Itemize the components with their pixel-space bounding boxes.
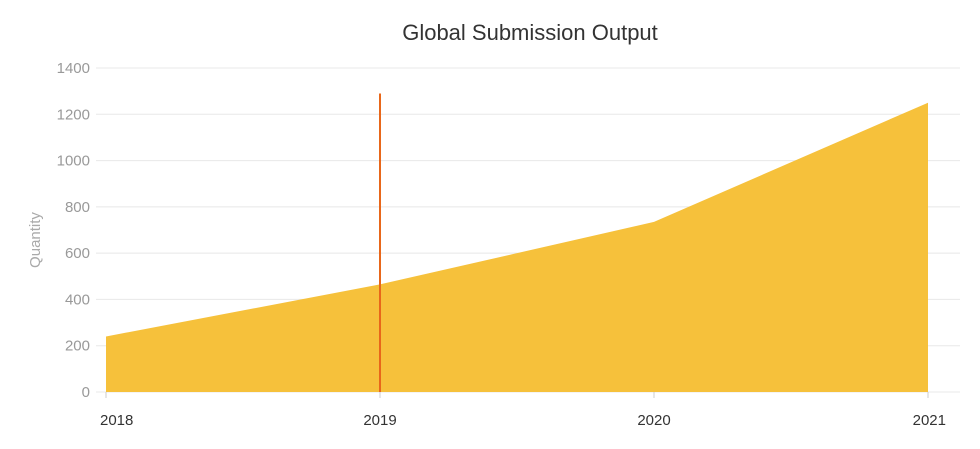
x-tick-label: 2019 <box>363 412 396 429</box>
x-tick-label: 2021 <box>913 412 946 429</box>
y-tick-label: 200 <box>65 338 90 355</box>
x-axis-ticks: 2018 2019 2020 2021 <box>100 392 946 429</box>
x-tick-label: 2018 <box>100 412 133 429</box>
y-tick-label: 1400 <box>57 60 90 77</box>
y-axis-label: Quantity <box>27 212 44 268</box>
y-tick-label: 600 <box>65 245 90 262</box>
y-tick-label: 1200 <box>57 106 90 123</box>
y-tick-label: 400 <box>65 291 90 308</box>
y-tick-label: 0 <box>82 384 90 401</box>
y-tick-label: 1000 <box>57 153 90 170</box>
y-axis-ticks: 0 200 400 600 800 1000 1200 1400 <box>57 60 90 401</box>
chart-title: Global Submission Output <box>402 20 658 45</box>
x-tick-label: 2020 <box>637 412 670 429</box>
y-tick-label: 800 <box>65 199 90 216</box>
area-series <box>105 102 929 392</box>
area-fill <box>106 102 928 392</box>
